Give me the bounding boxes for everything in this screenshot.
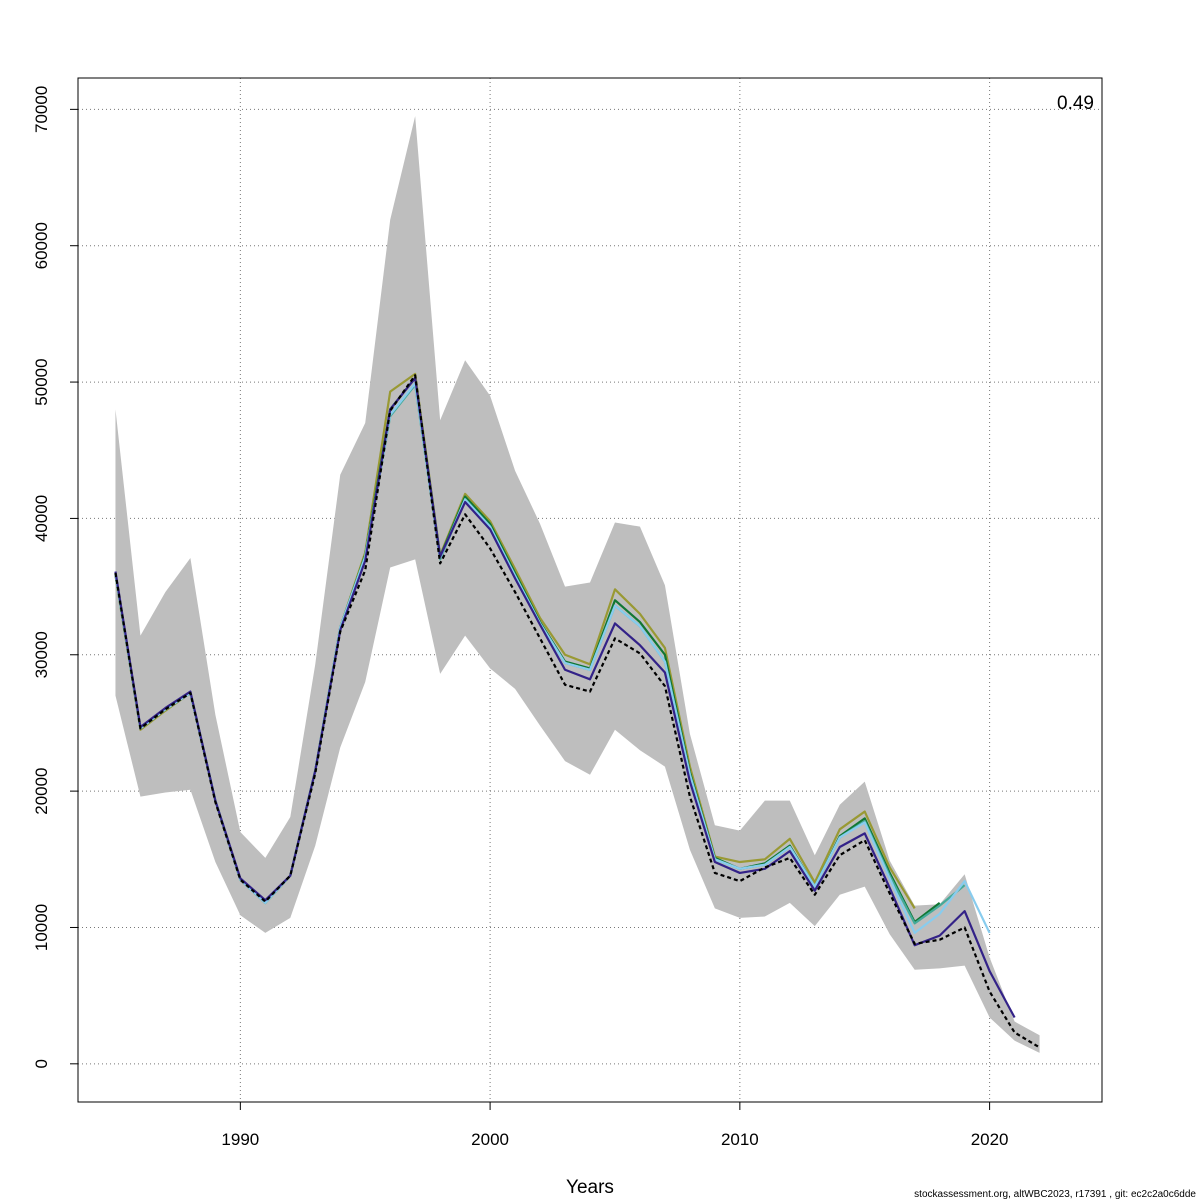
y-tick-label-60000: 60000 bbox=[32, 222, 51, 269]
x-axis: 1990 2000 2010 2020 bbox=[221, 1102, 1009, 1149]
y-tick-label-50000: 50000 bbox=[32, 358, 51, 405]
series-layer bbox=[114, 372, 1041, 1049]
plot-frame bbox=[77, 77, 1103, 1103]
footer-credit: stockassessment.org, altWBC2023, r17391 … bbox=[914, 1189, 1196, 1200]
y-tick-label-20000: 20000 bbox=[32, 767, 51, 814]
y-tick-label-30000: 30000 bbox=[32, 631, 51, 678]
y-axis: 0 10000 20000 30000 40000 50000 60000 70000 bbox=[32, 86, 78, 1069]
y-tick-label-70000: 70000 bbox=[32, 86, 51, 133]
y-tick-label-40000: 40000 bbox=[32, 495, 51, 542]
y-tick-label-10000: 10000 bbox=[32, 904, 51, 951]
x-axis-title: Years bbox=[566, 1177, 614, 1198]
confidence-band bbox=[115, 116, 1040, 1053]
x-tick-label-2010: 2010 bbox=[721, 1130, 759, 1149]
annotation-value: 0.49 bbox=[1057, 93, 1094, 114]
series-line-5 bbox=[114, 374, 1041, 1049]
series-line-3 bbox=[114, 382, 991, 935]
x-tick-label-2000: 2000 bbox=[471, 1130, 509, 1149]
confidence-band-layer bbox=[115, 116, 1040, 1053]
y-tick-label-0: 0 bbox=[32, 1059, 51, 1068]
x-tick-label-1990: 1990 bbox=[221, 1130, 259, 1149]
x-tick-label-2020: 2020 bbox=[971, 1130, 1009, 1149]
